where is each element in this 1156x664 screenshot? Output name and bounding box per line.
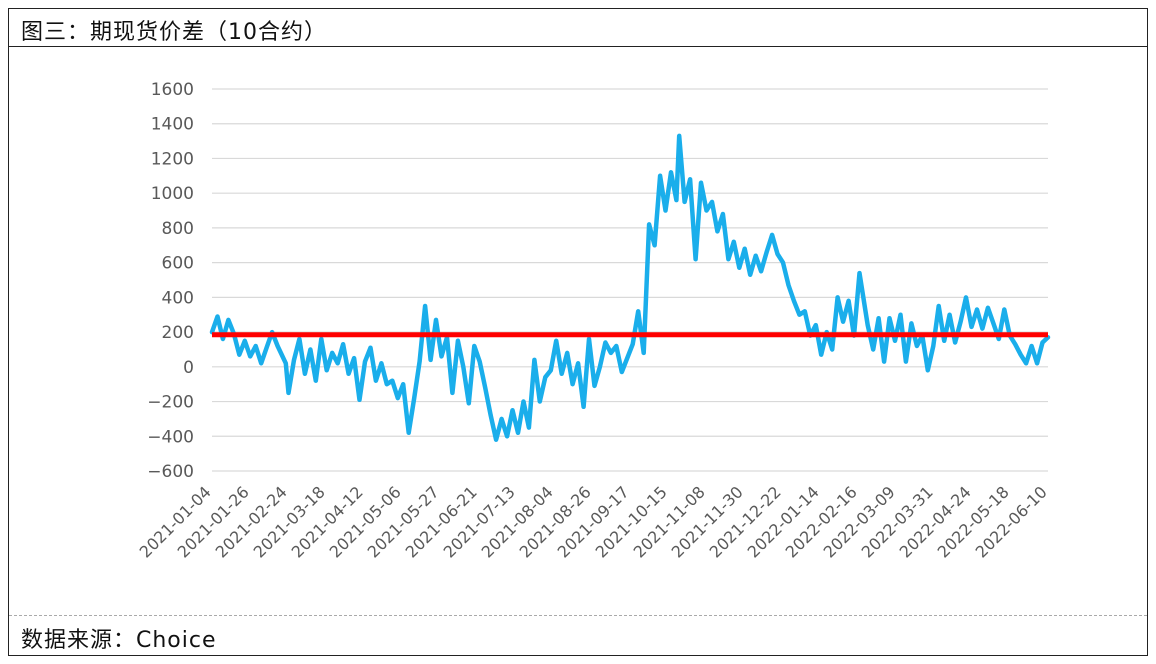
- y-tick-label: −200: [147, 393, 194, 413]
- y-tick-label: 600: [162, 254, 194, 274]
- y-tick-label: 800: [162, 219, 194, 239]
- figure-frame: 图三：期现货价差（10合约） 1600 1400 1200 1000 800 600 400…: [8, 8, 1148, 656]
- y-tick-label: 1400: [151, 115, 194, 135]
- y-tick-label: 1000: [151, 184, 194, 204]
- y-tick-label: −400: [147, 427, 194, 447]
- x-axis-ticks: 2021-01-042021-01-262021-02-242021-03-18…: [136, 482, 1051, 561]
- chart-area: 1600 1400 1200 1000 800 600 400 200 0 −200 −400 −60…: [9, 47, 1147, 615]
- figure-title: 图三：期现货价差（10合约）: [21, 20, 327, 45]
- series-lines: [209, 133, 1051, 442]
- footer: 数据来源：Choice: [9, 615, 1147, 655]
- spread-series-line: [209, 133, 1051, 442]
- y-tick-label: 1200: [151, 149, 194, 169]
- title-bar: 图三：期现货价差（10合约）: [9, 9, 1147, 47]
- y-tick-label: 400: [162, 288, 194, 308]
- y-axis-ticks: 1600 1400 1200 1000 800 600 400 200 0 −200 −400 −60…: [147, 80, 194, 482]
- y-tick-label: −600: [147, 462, 194, 482]
- y-tick-label: 1600: [151, 80, 194, 100]
- line-chart: 1600 1400 1200 1000 800 600 400 200 0 −200 −400 −60…: [136, 80, 1051, 562]
- source-note: 数据来源：Choice: [21, 628, 217, 653]
- y-tick-label: 200: [162, 323, 194, 343]
- grid-lines: [212, 88, 1048, 472]
- y-tick-label: 0: [183, 358, 194, 378]
